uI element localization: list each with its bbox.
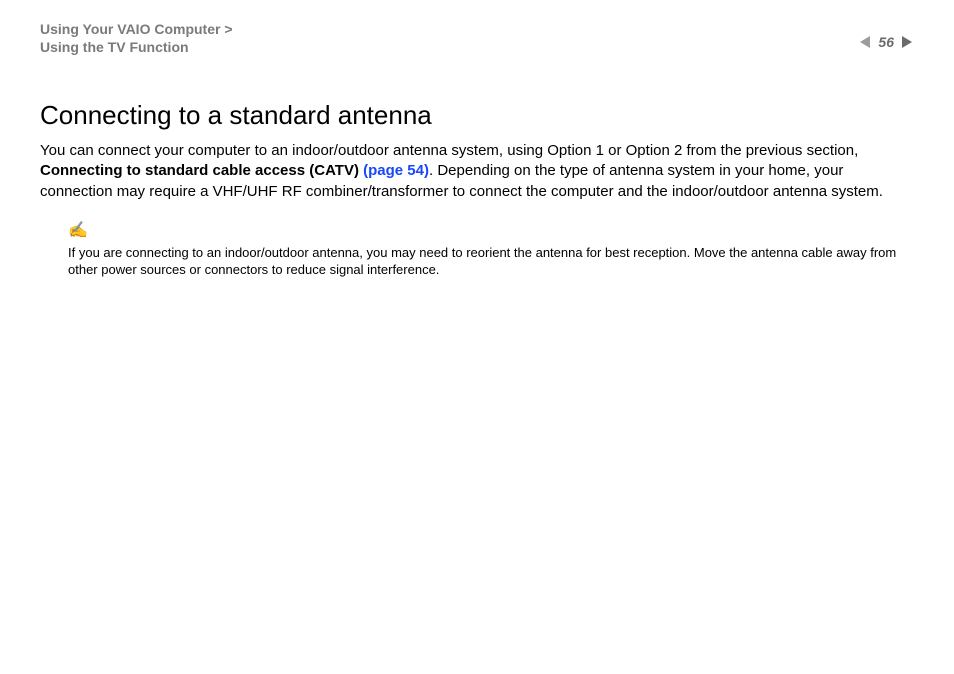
page-header: Using Your VAIO Computer > Using the TV …: [40, 20, 914, 56]
document-page: Using Your VAIO Computer > Using the TV …: [0, 0, 954, 674]
next-page-icon[interactable]: [900, 35, 914, 49]
page-number: 56: [878, 34, 894, 50]
breadcrumb-line-2: Using the TV Function: [40, 39, 189, 55]
page-content: Connecting to a standard antenna You can…: [40, 100, 914, 279]
note-text: If you are connecting to an indoor/outdo…: [68, 244, 914, 279]
paragraph-text-1: You can connect your computer to an indo…: [40, 142, 858, 159]
note-block: ✍ If you are connecting to an indoor/out…: [68, 220, 914, 279]
prev-page-icon[interactable]: [858, 35, 872, 49]
breadcrumb: Using Your VAIO Computer > Using the TV …: [40, 20, 233, 56]
intro-paragraph: You can connect your computer to an indo…: [40, 141, 914, 202]
note-icon: ✍: [68, 220, 914, 240]
breadcrumb-line-1: Using Your VAIO Computer >: [40, 21, 233, 37]
page-navigator: 56: [858, 34, 914, 50]
section-title: Connecting to a standard antenna: [40, 100, 914, 131]
page-reference-link[interactable]: (page 54): [363, 162, 429, 179]
bold-reference: Connecting to standard cable access (CAT…: [40, 162, 363, 179]
